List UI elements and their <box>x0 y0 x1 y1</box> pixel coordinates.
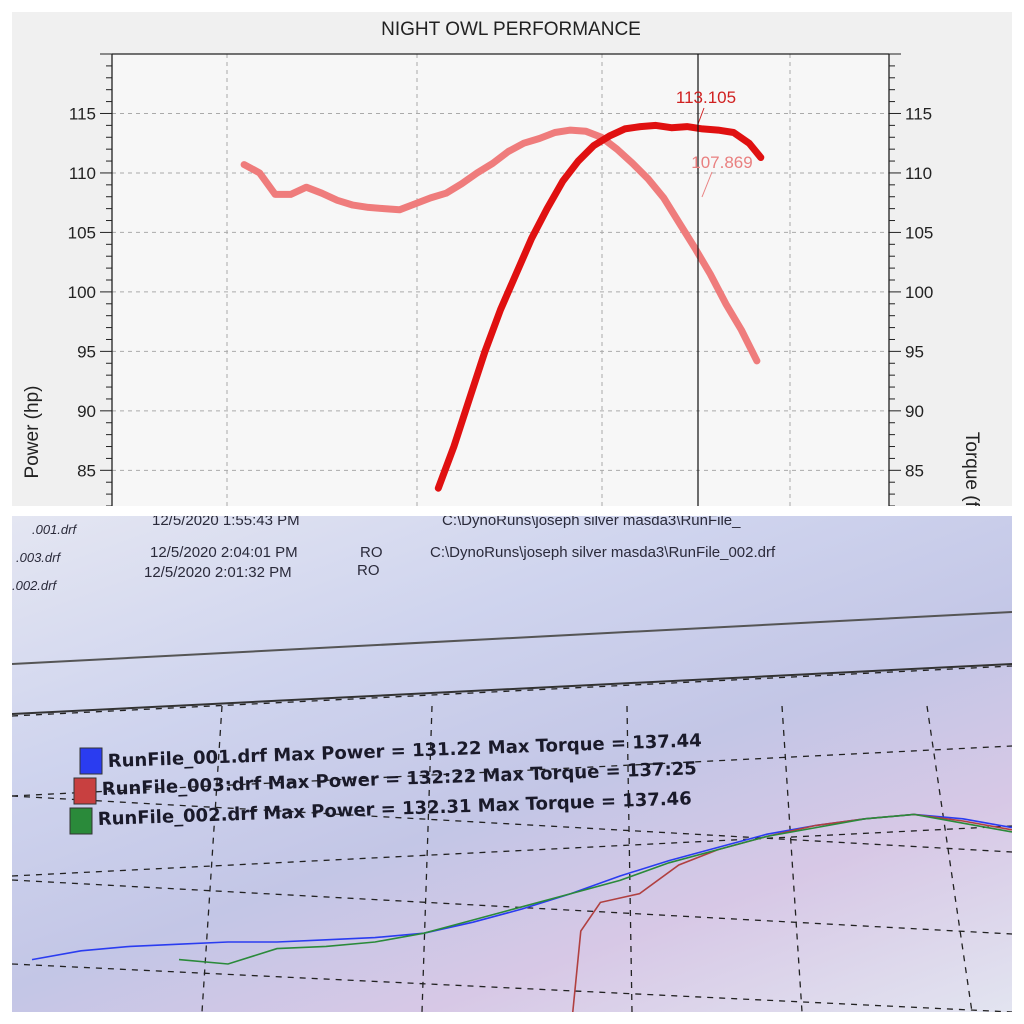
file-flag: RO <box>360 544 383 561</box>
grid <box>12 665 1012 1012</box>
separator-line <box>12 663 1012 715</box>
run-series-line <box>31 813 1012 961</box>
y-tick-label-left: 90 <box>77 402 96 421</box>
y-axis-label-right: Torque (ft <box>961 432 982 506</box>
axes: 85 85 90 90 95 95 100 100 105 105 110 110 115 115 <box>68 53 933 506</box>
grid <box>112 54 889 506</box>
y-tick-label-right: 105 <box>905 223 933 242</box>
file-name: .003.drf <box>16 550 61 565</box>
y-tick-label-left: 95 <box>77 342 96 361</box>
file-date: 12/5/2020 2:01:32 PM <box>144 564 292 581</box>
run-series-line <box>178 813 1012 965</box>
gridline-horizontal <box>12 879 1012 935</box>
series-layer <box>31 813 1012 1012</box>
power-series-line <box>434 121 765 492</box>
dyno-chart-svg: 85 85 90 90 95 95 100 100 105 105 110 110 115 115 NIG… <box>22 19 982 506</box>
legend: RunFile_001.drf Max Power = 131.22 Max T… <box>69 730 702 835</box>
chart-title: NIGHT OWL PERFORMANCE <box>381 19 641 40</box>
dyno-chart-top: 85 85 90 90 95 95 100 100 105 105 110 110 115 115 NIG… <box>12 12 1012 506</box>
file-name: .002.drf <box>12 578 57 593</box>
file-name: .001.drf <box>32 522 77 537</box>
separator-line <box>12 611 1012 665</box>
cursor-pointer <box>701 171 713 198</box>
dyno-screen-photo: .001.drf 12/5/2020 1:55:43 PM C:\DynoRun… <box>12 516 1012 1012</box>
y-tick-label-right: 115 <box>905 104 932 123</box>
gridline-vertical <box>201 705 223 1012</box>
y-tick-label-left: 110 <box>69 164 96 183</box>
cursor-pointer <box>697 107 705 125</box>
torque-series-line <box>240 126 761 365</box>
file-flag: RO <box>357 562 380 579</box>
legend-swatch <box>73 777 97 805</box>
cursor-value-power: 113.105 <box>676 88 736 107</box>
y-tick-label-right: 90 <box>905 402 924 421</box>
y-axis-label-left: Power (hp) <box>22 386 43 479</box>
y-tick-label-left: 115 <box>69 104 96 123</box>
file-path: C:\DynoRuns\joseph silver masda3\RunFile… <box>442 516 741 529</box>
file-date: 12/5/2020 1:55:43 PM <box>152 516 300 529</box>
gridline-horizontal <box>12 665 1012 717</box>
gridline-vertical <box>421 705 433 1012</box>
y-tick-label-left: 100 <box>68 283 96 302</box>
gridline-horizontal <box>12 825 1012 877</box>
gridline-vertical <box>781 705 803 1012</box>
file-date: 12/5/2020 2:04:01 PM <box>150 544 298 561</box>
y-tick-label-right: 85 <box>905 461 924 480</box>
file-path: C:\DynoRuns\joseph silver masda3\RunFile… <box>430 544 776 561</box>
y-tick-label-left: 105 <box>68 223 96 242</box>
legend-swatch <box>79 747 103 775</box>
dyno-screen-chart: RunFile_001.drf Max Power = 131.22 Max T… <box>12 611 1012 1012</box>
y-tick-label-left: 85 <box>77 461 96 480</box>
y-tick-label-right: 95 <box>905 342 924 361</box>
series-layer <box>240 107 765 492</box>
gridline-horizontal <box>12 963 1012 1012</box>
y-tick-label-right: 100 <box>905 283 933 302</box>
gridline-vertical <box>626 705 633 1012</box>
cursor-value-torque: 107.869 <box>691 153 752 172</box>
gridline-vertical <box>926 705 973 1012</box>
y-tick-label-right: 110 <box>905 164 932 183</box>
plot-area <box>112 54 889 506</box>
legend-swatch <box>69 807 93 835</box>
